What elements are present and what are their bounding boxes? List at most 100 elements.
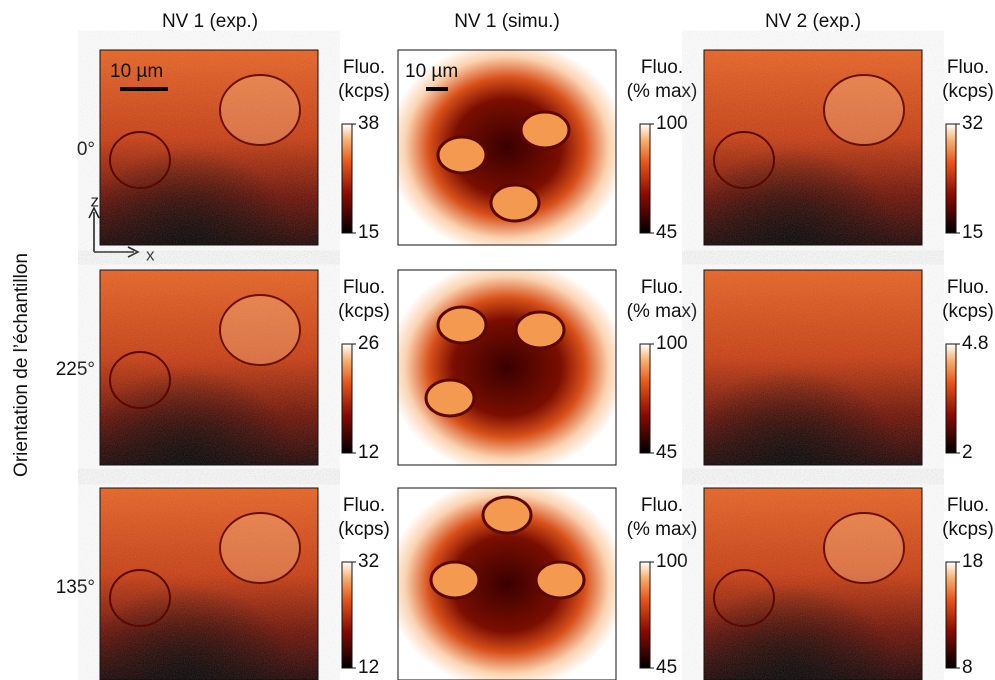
lobe: [436, 305, 488, 345]
panel-image: [99, 49, 319, 246]
column-title: NV 1 (exp.): [162, 11, 258, 32]
cbar-min: 45: [656, 222, 677, 243]
panel-noise: [704, 50, 922, 245]
cbar-title: (kcps): [338, 301, 390, 322]
colorbar: [945, 561, 957, 669]
cbar-title: (% max): [627, 301, 698, 322]
cbar-min: 45: [656, 657, 677, 678]
ring: [823, 74, 905, 146]
cbar-title: (kcps): [338, 519, 390, 540]
cbar-title: (% max): [627, 81, 698, 102]
cbar-title: Fluo.: [947, 57, 989, 78]
cbar-min: 15: [358, 222, 379, 243]
cbar-title: Fluo.: [343, 57, 385, 78]
cbar-title: Fluo.: [947, 277, 989, 298]
ring: [713, 569, 775, 627]
panel-image: [397, 487, 617, 680]
panel-noise: [100, 488, 318, 680]
colorbar: [341, 561, 353, 669]
panel-frame: [703, 269, 923, 466]
panel-frame: [703, 487, 923, 680]
cbar-max: 38: [358, 113, 379, 134]
cbar-max: 18: [962, 551, 983, 572]
panel-frame: [99, 49, 319, 246]
cbar-title: Fluo.: [343, 277, 385, 298]
lobe: [519, 110, 571, 150]
panel-bg: [398, 270, 616, 465]
panel-noise: [704, 488, 922, 680]
row-label: 135°: [56, 577, 95, 598]
cbar-min: 12: [358, 442, 379, 463]
lobe: [489, 183, 541, 223]
scale-bar-label: 10 µm: [405, 61, 458, 82]
ring: [219, 74, 301, 146]
panel-frame: [397, 49, 617, 246]
cbar-min: 15: [962, 222, 983, 243]
colorbar: [639, 343, 651, 454]
ring: [219, 294, 301, 366]
cbar-title: (kcps): [338, 81, 390, 102]
panel-frame: [397, 269, 617, 466]
ring: [219, 512, 301, 584]
panel-frame: [99, 487, 319, 680]
panel-noise: [704, 270, 922, 465]
colorbar: [945, 343, 957, 454]
colorbar: [639, 561, 651, 669]
cbar-title: (% max): [627, 519, 698, 540]
panel-image: [703, 269, 923, 466]
colorbar: [639, 123, 651, 234]
panel-image: [397, 269, 617, 466]
cbar-max: 100: [656, 113, 688, 134]
panel-image: [99, 487, 319, 680]
cbar-title: Fluo.: [947, 495, 989, 516]
ring: [109, 131, 171, 189]
panel-frame: [397, 487, 617, 680]
axis-arrows: [88, 206, 140, 258]
cbar-title: (kcps): [942, 519, 994, 540]
cbar-max: 26: [358, 333, 379, 354]
scale-bar-label: 10 µm: [110, 61, 163, 82]
row-label: 225°: [56, 359, 95, 380]
cbar-title: Fluo.: [343, 495, 385, 516]
panel-image: [703, 49, 923, 246]
lobe: [514, 310, 566, 350]
panel-noise: [100, 270, 318, 465]
ring: [713, 131, 775, 189]
lobe: [429, 560, 481, 600]
cbar-min: 12: [358, 657, 379, 678]
lobe: [424, 378, 476, 418]
cbar-max: 100: [656, 551, 688, 572]
cbar-max: 32: [358, 551, 379, 572]
panel-frame: [703, 49, 923, 246]
cbar-title: (kcps): [942, 81, 994, 102]
cbar-max: 32: [962, 113, 983, 134]
cbar-title: Fluo.: [641, 57, 683, 78]
column-title: NV 2 (exp.): [765, 11, 861, 32]
cbar-title: Fluo.: [641, 495, 683, 516]
panel-image: [397, 49, 617, 246]
ring: [823, 512, 905, 584]
panel-frame: [99, 269, 319, 466]
cbar-min: 2: [962, 442, 973, 463]
lobe: [534, 560, 586, 600]
cbar-min: 45: [656, 442, 677, 463]
panel-image: [703, 487, 923, 680]
row-axis-label: Orientation de l’échantillon: [11, 253, 32, 477]
ring: [109, 351, 171, 409]
cbar-title: (kcps): [942, 301, 994, 322]
ring: [109, 569, 171, 627]
cbar-title: Fluo.: [641, 277, 683, 298]
cbar-min: 8: [962, 657, 973, 678]
colorbar: [945, 123, 957, 234]
axis-z: z: [91, 191, 100, 210]
axis-x: x: [146, 245, 155, 264]
panel-noise: [100, 50, 318, 245]
row-label: 0°: [77, 139, 95, 160]
colorbar: [341, 123, 353, 234]
lobe: [436, 135, 488, 175]
cbar-max: 4.8: [962, 333, 988, 354]
cbar-max: 100: [656, 333, 688, 354]
lobe: [481, 495, 533, 535]
column-title: NV 1 (simu.): [454, 11, 560, 32]
